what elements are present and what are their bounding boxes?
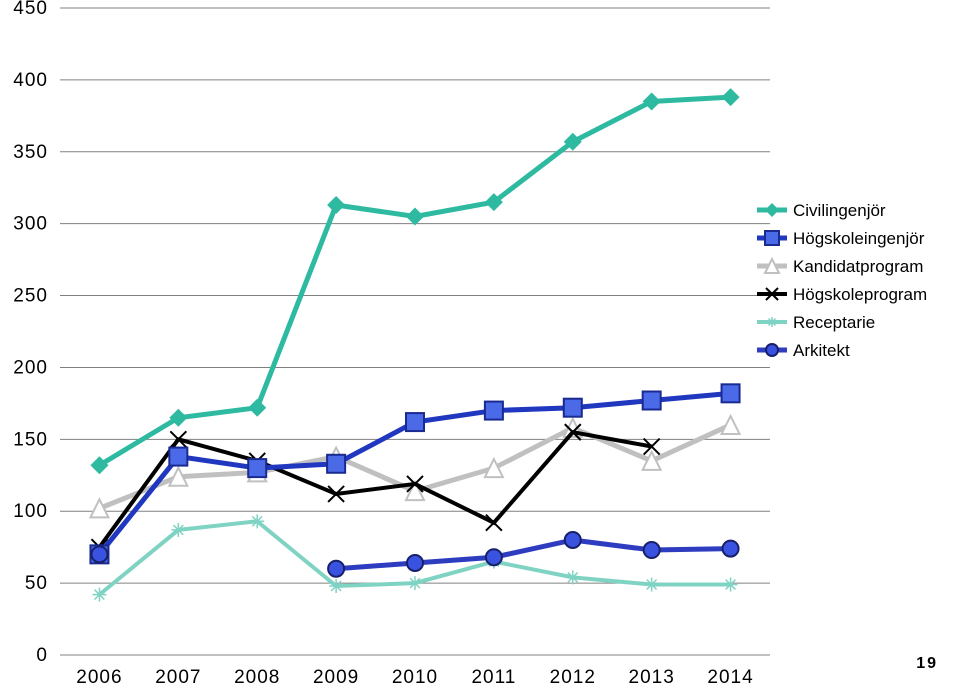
- x-tick-label: 2007: [155, 667, 201, 688]
- series-marker-hogskoleingenjor: [564, 399, 582, 417]
- series-marker-arkitekt: [565, 532, 581, 548]
- y-tick-label: 200: [13, 357, 48, 378]
- series-marker-hogskoleingenjor: [248, 459, 266, 477]
- y-tick-label: 350: [13, 142, 48, 163]
- series-marker-hogskoleingenjor: [485, 402, 503, 420]
- y-tick-label: 150: [13, 429, 48, 450]
- x-tick-label: 2010: [392, 667, 438, 688]
- y-tick-label: 450: [13, 0, 48, 19]
- series-marker-arkitekt: [723, 541, 739, 557]
- y-tick-label: 0: [36, 645, 48, 666]
- series-marker-hogskoleingenjor: [169, 448, 187, 466]
- series-marker-arkitekt: [328, 561, 344, 577]
- line-chart: 0 50 100 150 200 250 300 350 400 450 2006 2007 2008 2…: [0, 0, 960, 698]
- legend-marker-arkitekt: [766, 344, 778, 356]
- series-marker-hogskoleingenjor: [722, 384, 740, 402]
- y-tick-label: 100: [13, 501, 48, 522]
- y-tick-label: 250: [13, 286, 48, 307]
- x-tick-label: 2009: [313, 667, 359, 688]
- legend-label: Civilingenjör: [793, 201, 886, 220]
- y-tick-label: 50: [25, 573, 48, 594]
- y-tick-label: 300: [13, 214, 48, 235]
- series-marker-arkitekt: [644, 542, 660, 558]
- series-marker-arkitekt: [91, 546, 107, 562]
- x-tick-label: 2012: [550, 667, 596, 688]
- legend-marker-receptarie: [767, 317, 777, 327]
- legend-label: Kandidatprogram: [793, 257, 923, 276]
- series-marker-hogskoleingenjor: [406, 413, 424, 431]
- x-tick-label: 2011: [471, 667, 516, 688]
- x-tick-label: 2006: [76, 667, 122, 688]
- x-tick-label: 2008: [234, 667, 280, 688]
- series-marker-arkitekt: [486, 549, 502, 565]
- x-tick-label: 2013: [629, 667, 675, 688]
- page-number: 19: [916, 655, 938, 672]
- legend-label: Receptarie: [793, 313, 875, 332]
- series-marker-receptarie: [171, 523, 185, 537]
- series-marker-hogskoleingenjor: [643, 392, 661, 410]
- series-marker-arkitekt: [407, 555, 423, 571]
- legend-marker-hogskoleingenjor: [765, 231, 779, 245]
- series-marker-hogskoleingenjor: [327, 455, 345, 473]
- x-tick-label: 2014: [707, 667, 753, 688]
- legend-label: Högskoleingenjör: [793, 229, 925, 248]
- y-tick-label: 400: [13, 70, 48, 91]
- legend-label: Högskoleprogram: [793, 285, 927, 304]
- legend-label: Arkitekt: [793, 341, 850, 360]
